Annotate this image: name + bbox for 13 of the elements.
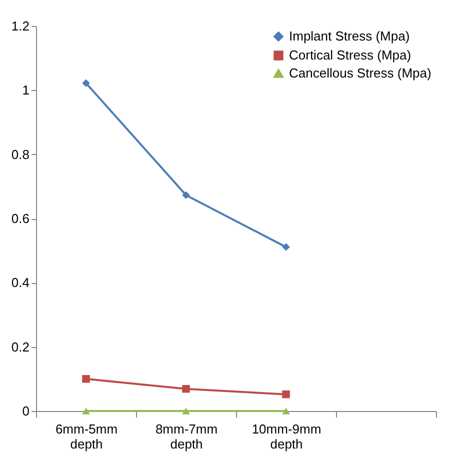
y-tick-label: 1.2: [11, 18, 30, 34]
y-tick-label: 0.6: [11, 211, 30, 226]
y-tick-label: 0: [22, 404, 30, 418]
legend-label: Cancellous Stress (Mpa): [289, 66, 432, 80]
y-tick-label: 0.4: [11, 275, 30, 290]
x-tick-label: 8mm-7mm depth: [155, 422, 218, 452]
y-tick-label: 1: [22, 82, 30, 98]
x-tick-label: 10mm-9mm depth: [252, 422, 322, 452]
y-tick-label: 0.8: [11, 146, 30, 162]
legend-label: Implant Stress (Mpa): [289, 28, 410, 44]
legend-label: Cortical Stress (Mpa): [289, 48, 412, 62]
x-tick-label: 6mm-5mm depth: [55, 422, 118, 452]
y-tick-label: 0.2: [11, 339, 30, 354]
